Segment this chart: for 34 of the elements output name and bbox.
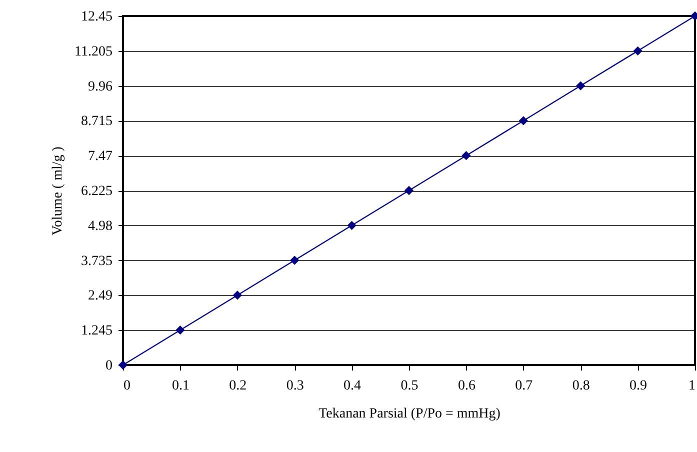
x-tick-label: 0.2 bbox=[229, 378, 247, 394]
x-tick-label: 0.3 bbox=[286, 378, 304, 394]
x-tick-label: 0.6 bbox=[458, 378, 476, 394]
point bbox=[404, 186, 414, 195]
point bbox=[290, 256, 299, 264]
point bbox=[233, 291, 242, 300]
x-tick-label: 0.1 bbox=[172, 378, 190, 394]
y-tick-label: 4.98 bbox=[88, 218, 112, 234]
x-tick-label: 0.4 bbox=[344, 378, 362, 394]
point bbox=[348, 221, 356, 230]
point bbox=[176, 326, 184, 334]
x-tick-label: 0.8 bbox=[572, 378, 590, 394]
y-tick-label: 0 bbox=[106, 358, 112, 374]
x-tick-label: 0.5 bbox=[400, 378, 418, 394]
point bbox=[576, 82, 585, 90]
y-tick-label: 2.49 bbox=[88, 288, 112, 304]
y-tick-label: 7.47 bbox=[88, 149, 112, 164]
point bbox=[519, 116, 528, 125]
x-tick-label: 0.7 bbox=[515, 378, 533, 394]
y-tick-label: 1.245 bbox=[81, 324, 112, 339]
point bbox=[462, 151, 470, 160]
x-tick-label: 0.9 bbox=[630, 378, 648, 394]
y-tick-label: 11.205 bbox=[74, 44, 112, 60]
y-tick-label: 12.45 bbox=[81, 10, 112, 24]
y-tick-label: 9.96 bbox=[88, 79, 112, 94]
y-tick-label: 3.735 bbox=[81, 254, 112, 269]
y-tick-label: 6.225 bbox=[81, 184, 112, 199]
x-axis-title: Tekanan Parsial (P/Po = mmHg) bbox=[318, 406, 501, 422]
point bbox=[118, 360, 128, 370]
x-tick-label: 0 bbox=[124, 378, 130, 394]
point bbox=[634, 46, 642, 56]
x-tick-label: 1 bbox=[688, 378, 696, 394]
y-axis-title: Volume ( ml/g ) bbox=[50, 146, 66, 236]
y-tick-label: 8.715 bbox=[81, 114, 112, 130]
